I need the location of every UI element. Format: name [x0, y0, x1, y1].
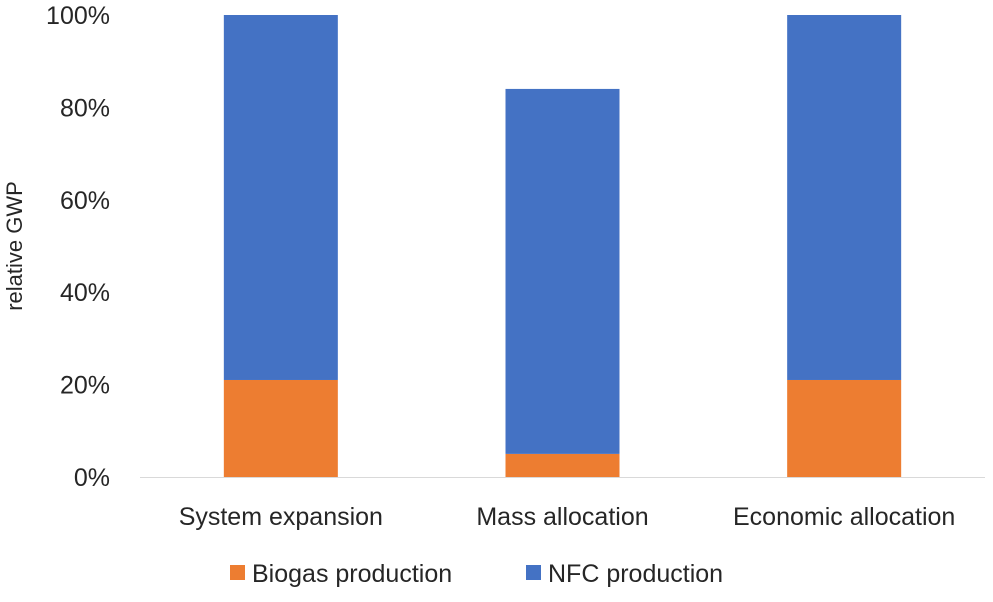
y-tick-label: 100%: [46, 2, 110, 30]
y-tick-label: 60%: [60, 187, 110, 215]
bar-segment: [505, 453, 620, 477]
y-axis-label: relative GWP: [2, 181, 27, 311]
y-tick-label: 80%: [60, 94, 110, 122]
legend-swatch: [526, 565, 541, 580]
y-tick-label: 20%: [60, 372, 110, 400]
legend-swatch: [230, 565, 245, 580]
bars: [223, 15, 902, 477]
y-tick-label: 40%: [60, 279, 110, 307]
x-axis: System expansion Mass allocation Economic …: [140, 477, 985, 531]
x-tick-label: System expansion: [179, 503, 383, 531]
y-axis: 0% 20% 40% 60% 80% 100%: [46, 2, 110, 492]
x-tick-label: Mass allocation: [476, 503, 648, 531]
bar-segment: [223, 15, 338, 380]
bar-segment: [787, 15, 902, 380]
bar-segment: [787, 379, 902, 477]
x-tick-label: Economic allocation: [733, 503, 955, 531]
y-tick-label: 0%: [74, 464, 110, 492]
bar-segment: [505, 88, 620, 454]
legend-label: NFC production: [548, 560, 723, 588]
legend-label: Biogas production: [252, 560, 452, 588]
bar-segment: [223, 379, 338, 477]
legend: Biogas production NFC production: [230, 560, 723, 588]
